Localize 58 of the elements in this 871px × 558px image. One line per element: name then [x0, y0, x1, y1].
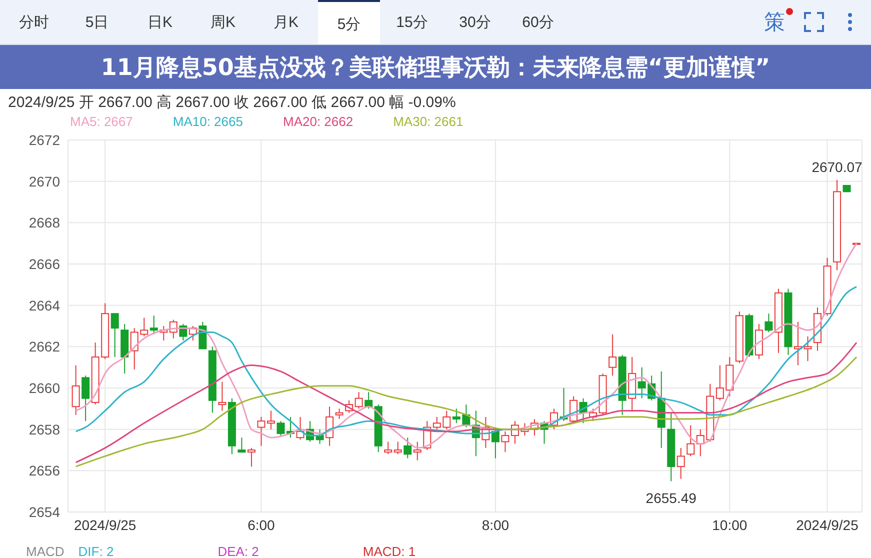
- text: 日K: [146, 13, 174, 33]
- candlestick: [82, 375, 90, 422]
- candlestick: [247, 447, 256, 468]
- candlestick: [413, 441, 422, 461]
- text: MA20: 2662: [282, 114, 354, 129]
- x-tick-label: 10:00: [712, 516, 748, 533]
- text: 月K: [272, 13, 300, 33]
- candlestick: [764, 313, 773, 333]
- text: 5分: [318, 0, 380, 44]
- candlestick: [72, 364, 80, 416]
- text: MACD: [26, 544, 64, 558]
- y-tick-label: 2656: [28, 462, 60, 479]
- text: 5日: [84, 13, 110, 33]
- candlestick: [150, 315, 158, 335]
- line-series: [75, 242, 858, 449]
- y-tick-label: 2664: [28, 297, 60, 314]
- text: 30分: [458, 13, 492, 33]
- text: MA5: 2667: [70, 114, 133, 129]
- candlestick: [384, 441, 392, 455]
- x-tick-label: 2024/9/25: [74, 516, 136, 533]
- candlestick: [218, 381, 226, 412]
- text: DIF: 2: [78, 544, 114, 558]
- y-tick-label: 2670: [28, 173, 60, 190]
- candlestick: [257, 416, 266, 446]
- candlestick: [676, 447, 685, 480]
- y-tick-label: 2654: [28, 504, 60, 520]
- candlestick: [110, 313, 119, 358]
- text: 15分: [395, 13, 429, 33]
- annotation: 2655.49: [646, 490, 697, 506]
- candlestick: [608, 334, 617, 376]
- x-tick-label: 2024/9/25: [796, 516, 859, 533]
- chart-subtitle: 2024/9/25 开 2667.00 高 2667.00 收 2667.00 低 2667.00 幅 -0.09%: [8, 93, 456, 112]
- text: MA10: 2665: [172, 114, 243, 129]
- candlestick: [394, 441, 402, 455]
- text: MACD: 1: [362, 544, 416, 558]
- chart-title: 11月降息50基点没戏？美联储理事沃勒：未来降息需“更加谨慎”: [100, 54, 770, 82]
- candlestick: [501, 430, 510, 453]
- x-tick-label: 6:00: [248, 516, 276, 533]
- text: 策: [764, 9, 785, 36]
- text: 60分: [521, 13, 555, 33]
- text: DEA: 2: [218, 544, 259, 558]
- candlestick: [238, 437, 246, 453]
- y-tick-label: 2658: [28, 421, 60, 438]
- y-tick-label: 2668: [28, 214, 60, 231]
- x-tick-label: 8:00: [482, 516, 510, 533]
- text: 分时: [18, 13, 50, 33]
- candlestick: [404, 437, 412, 459]
- candlestick: [266, 410, 275, 430]
- y-tick-label: 2660: [28, 380, 60, 396]
- y-tick-label: 2672: [28, 132, 60, 148]
- candlestick: [354, 392, 363, 410]
- annotation: 2670.07: [812, 158, 863, 175]
- y-tick-label: 2666: [28, 256, 60, 272]
- text: 周K: [209, 13, 236, 33]
- y-tick-label: 2662: [28, 338, 60, 355]
- text: MA30: 2661: [393, 114, 464, 129]
- candlestick: [686, 424, 695, 457]
- candlestick: [335, 408, 344, 420]
